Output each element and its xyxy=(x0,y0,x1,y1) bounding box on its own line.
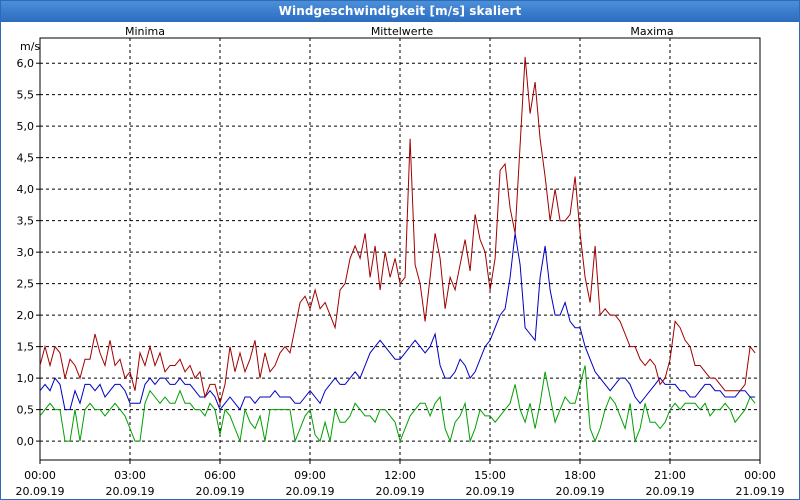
y-tick-label: 6,0 xyxy=(17,57,35,70)
x-tick-date: 20.09.19 xyxy=(16,485,65,498)
x-tick-time: 12:00 xyxy=(384,469,416,482)
x-tick-date: 20.09.19 xyxy=(376,485,425,498)
series-lines xyxy=(39,56,756,444)
x-tick-time: 15:00 xyxy=(474,469,506,482)
x-tick-time: 00:00 xyxy=(24,469,56,482)
y-tick-label: 2,0 xyxy=(17,309,35,322)
y-tick-label: 0,5 xyxy=(17,404,35,417)
series-maxima xyxy=(39,56,756,406)
y-tick-label: 1,5 xyxy=(17,341,35,354)
x-axis-ticks: 00:00 20.09.19 03:00 20.09.19 06:00 20.09.19 0… xyxy=(16,460,785,498)
x-tick-date: 20.09.19 xyxy=(286,485,335,498)
y-axis-ticks: 0,0 0,5 1,0 1,5 2,0 2,5 3,0 3,5 4,0 4,5 5,0 5,5 6,0 xyxy=(17,57,40,448)
x-tick-date: 20.09.19 xyxy=(196,485,245,498)
x-tick-time: 09:00 xyxy=(294,469,326,482)
x-tick-time: 21:00 xyxy=(654,469,686,482)
legend-mittelwerte: Mittelwerte xyxy=(371,25,434,38)
legend-minima: Minima xyxy=(125,25,165,38)
y-tick-label: 4,0 xyxy=(17,183,35,196)
x-tick-date: 20.09.19 xyxy=(646,485,695,498)
x-tick-time: 18:00 xyxy=(564,469,596,482)
x-tick-date: 21.09.19 xyxy=(736,485,785,498)
y-tick-label: 2,5 xyxy=(17,278,35,291)
series-minima xyxy=(39,365,756,444)
x-tick-date: 20.09.19 xyxy=(466,485,515,498)
y-tick-label: 0,0 xyxy=(17,435,35,448)
y-tick-label: 3,5 xyxy=(17,215,35,228)
y-tick-label: 5,0 xyxy=(17,120,35,133)
series-mittelwerte xyxy=(39,233,756,411)
x-tick-time: 00:00 xyxy=(744,469,776,482)
window-title: Windgeschwindigkeit [m/s] skaliert xyxy=(1,1,799,22)
x-tick-date: 20.09.19 xyxy=(556,485,605,498)
y-tick-label: 1,0 xyxy=(17,372,35,385)
y-tick-label: 3,0 xyxy=(17,246,35,259)
y-tick-label: 4,5 xyxy=(17,152,35,165)
x-tick-time: 06:00 xyxy=(204,469,236,482)
x-tick-time: 03:00 xyxy=(114,469,146,482)
legend-maxima: Maxima xyxy=(630,25,673,38)
y-axis-label: m/s xyxy=(20,40,40,53)
y-tick-label: 5,5 xyxy=(17,89,35,102)
x-tick-date: 20.09.19 xyxy=(106,485,155,498)
